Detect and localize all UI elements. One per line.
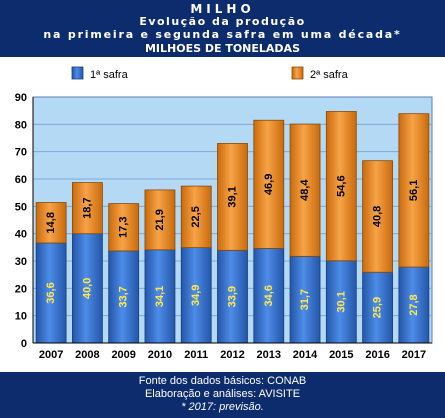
bar-2a-safra xyxy=(398,113,430,268)
y-tick-label: 90 xyxy=(15,92,27,104)
x-tick-label: 2010 xyxy=(148,349,172,361)
data-label-2a-safra: 46,9 xyxy=(263,174,275,195)
data-label-1a-safra: 36,6 xyxy=(45,282,57,303)
bar-1a-safra xyxy=(72,233,103,344)
y-tick-label: 70 xyxy=(15,147,27,159)
data-label-2a-safra: 22,5 xyxy=(190,206,202,227)
stacked-bar-chart: 0 10 20 30 40 50 60 70 80 90 36,6 14,8 2007 40,0 18,7 2… xyxy=(0,57,445,372)
data-label-1a-safra: 27,8 xyxy=(408,294,420,315)
y-tick-label: 30 xyxy=(15,256,27,268)
data-label-2a-safra: 40,8 xyxy=(372,206,384,227)
data-label-1a-safra: 34,6 xyxy=(263,285,275,306)
bar-2a-safra xyxy=(144,189,176,251)
footer-analysis: Elaboração e análises: AVISITE xyxy=(144,388,301,400)
legend-label: 1ª safra xyxy=(90,69,129,81)
data-label-1a-safra: 33,9 xyxy=(227,286,239,307)
data-label-2a-safra: 21,9 xyxy=(154,209,166,230)
legend-label: 2ª safra xyxy=(310,69,349,81)
bar-2a-safra xyxy=(35,202,67,244)
chart-subtitle-line1: Evolução da produção xyxy=(139,15,306,28)
bar-1a-safra xyxy=(289,255,321,344)
x-tick-label: 2007 xyxy=(39,349,63,361)
data-label-2a-safra: 18,7 xyxy=(81,197,93,218)
x-tick-label: 2009 xyxy=(111,349,135,361)
bar-2a-safra xyxy=(72,182,103,235)
chart-unit: MILHOES DE TONELADAS xyxy=(144,42,300,55)
y-tick-label: 80 xyxy=(15,119,27,131)
y-tick-label: 10 xyxy=(15,311,27,323)
data-label-2a-safra: 14,8 xyxy=(45,212,57,233)
x-tick-label: 2015 xyxy=(329,349,353,361)
bar-2a-safra xyxy=(362,160,393,273)
data-label-2a-safra: 17,3 xyxy=(118,217,130,238)
y-tick-label: 60 xyxy=(15,174,27,186)
bar-1a-safra xyxy=(35,242,67,344)
x-tick-label: 2017 xyxy=(402,349,426,361)
y-tick-label: 0 xyxy=(21,338,27,350)
data-label-2a-safra: 56,1 xyxy=(408,180,420,201)
y-tick-label: 40 xyxy=(15,229,27,241)
bar-1a-safra xyxy=(325,260,357,344)
x-tick-label: 2013 xyxy=(257,349,281,361)
data-label-1a-safra: 25,9 xyxy=(372,297,384,318)
x-tick-label: 2014 xyxy=(293,349,318,361)
legend-swatch xyxy=(71,66,84,80)
data-label-2a-safra: 39,1 xyxy=(227,186,239,207)
legend-swatch xyxy=(291,66,304,80)
x-tick-label: 2011 xyxy=(184,349,208,361)
chart-title: MILHO xyxy=(190,2,255,16)
x-tick-label: 2012 xyxy=(220,349,244,361)
x-tick-label: 2008 xyxy=(75,349,99,361)
bar-2a-safra xyxy=(325,111,357,262)
chart-subtitle-line2: na primeira e segunda safra em uma décad… xyxy=(43,28,402,41)
data-label-1a-safra: 31,7 xyxy=(299,289,311,310)
data-label-1a-safra: 33,7 xyxy=(118,286,130,307)
legend-item-2a-safra: 2ª safra xyxy=(291,66,349,81)
data-label-1a-safra: 30,1 xyxy=(335,291,347,312)
bar-2a-safra xyxy=(108,203,140,252)
bar-1a-safra xyxy=(217,249,248,344)
bar-2a-safra xyxy=(217,143,248,251)
bar-2a-safra xyxy=(253,119,285,249)
data-label-2a-safra: 54,6 xyxy=(335,175,347,196)
bar-2a-safra xyxy=(289,123,321,257)
footer-note: * 2017: previsão. xyxy=(181,401,264,413)
data-label-2a-safra: 48,4 xyxy=(299,179,311,201)
bar-1a-safra xyxy=(362,271,393,344)
data-label-1a-safra: 34,9 xyxy=(190,285,202,306)
y-tick-label: 50 xyxy=(15,201,27,213)
legend-item-1a-safra: 1ª safra xyxy=(71,66,129,81)
footer-source: Fonte dos dados básicos: CONAB xyxy=(138,375,307,387)
y-tick-label: 20 xyxy=(15,283,27,295)
data-label-1a-safra: 40,0 xyxy=(81,278,93,299)
data-label-1a-safra: 34,1 xyxy=(154,286,166,307)
bar-1a-safra xyxy=(398,266,430,344)
bar-2a-safra xyxy=(180,185,212,249)
bar-1a-safra xyxy=(180,247,212,344)
x-tick-label: 2016 xyxy=(365,349,389,361)
